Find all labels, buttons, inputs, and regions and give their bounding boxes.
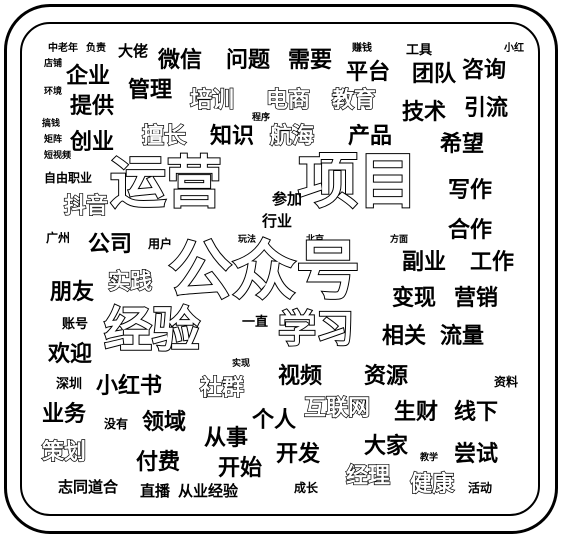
word: 副业 xyxy=(402,250,447,275)
word: 直播 xyxy=(140,482,171,500)
word: 搞钱 xyxy=(42,119,61,129)
word: 程序 xyxy=(252,113,271,123)
word: 技术 xyxy=(402,100,447,125)
word: 深圳 xyxy=(56,377,83,392)
word: 实现 xyxy=(232,359,251,369)
word: 公司 xyxy=(88,232,133,257)
word: 店铺 xyxy=(44,59,63,69)
word: 尝试 xyxy=(454,442,499,467)
word: 线下 xyxy=(454,400,499,425)
word: 朋友 xyxy=(50,280,95,305)
word: 小红书 xyxy=(96,374,163,399)
word: 学习 xyxy=(277,307,355,351)
word: 电商 xyxy=(265,88,311,113)
word: 写作 xyxy=(448,178,493,203)
word: 航海 xyxy=(269,124,315,149)
word: 短视频 xyxy=(44,151,72,161)
word: 领域 xyxy=(142,410,187,435)
word: 提供 xyxy=(70,94,115,119)
word: 运营 xyxy=(109,151,223,216)
word: 活动 xyxy=(468,481,493,495)
word: 平台 xyxy=(346,60,391,85)
word: 创业 xyxy=(70,130,115,155)
word: 管理 xyxy=(128,78,173,103)
word: 教学 xyxy=(420,453,439,463)
word: 问题 xyxy=(226,48,271,73)
word: 广州 xyxy=(46,231,71,245)
word: 小红 xyxy=(504,43,524,54)
word: 账号 xyxy=(62,317,89,332)
word: 中老年 xyxy=(48,43,78,54)
word: 知识 xyxy=(210,124,255,149)
word: 业务 xyxy=(42,402,87,427)
word: 参加 xyxy=(272,190,303,208)
word: 擅长 xyxy=(141,124,187,149)
word: 合作 xyxy=(448,218,493,243)
word: 个人 xyxy=(252,408,297,433)
word: 策划 xyxy=(41,440,87,465)
word: 生财 xyxy=(394,400,439,425)
word: 矩阵 xyxy=(44,135,63,145)
word: 从事 xyxy=(204,426,249,451)
word: 大佬 xyxy=(118,42,149,60)
word: 行业 xyxy=(262,212,293,230)
word: 抖音 xyxy=(63,194,109,219)
word: 变现 xyxy=(392,286,437,311)
word: 资源 xyxy=(364,364,409,389)
word: 付费 xyxy=(136,450,181,475)
word: 一直 xyxy=(242,315,269,330)
word: 互联网 xyxy=(303,396,371,421)
word: 经理 xyxy=(345,464,391,489)
word: 资料 xyxy=(494,375,519,389)
word: 引流 xyxy=(464,96,509,121)
word: 从业经验 xyxy=(178,482,239,500)
word: 产品 xyxy=(348,124,393,149)
word: 公众号 xyxy=(167,235,361,309)
word: 赚钱 xyxy=(352,43,372,54)
word: 欢迎 xyxy=(48,342,93,367)
word: 需要 xyxy=(288,48,333,73)
word: 工作 xyxy=(470,250,515,275)
word: 开发 xyxy=(276,442,321,467)
word: 实践 xyxy=(107,270,153,295)
word: 北京 xyxy=(306,235,325,245)
inner-frame xyxy=(20,22,540,516)
word: 成长 xyxy=(294,481,319,495)
word: 经验 xyxy=(103,302,201,358)
word: 自由职业 xyxy=(44,171,93,185)
word: 教育 xyxy=(331,88,377,113)
word: 开始 xyxy=(218,456,263,481)
word: 团队 xyxy=(412,62,457,87)
word: 希望 xyxy=(440,132,485,157)
word: 流量 xyxy=(440,324,485,349)
word: 社群 xyxy=(199,376,245,401)
word: 没有 xyxy=(104,417,129,431)
word: 用户 xyxy=(148,237,173,251)
word: 志同道合 xyxy=(58,478,119,496)
word: 项目 xyxy=(297,147,419,217)
word: 视频 xyxy=(278,364,323,389)
word: 微信 xyxy=(158,48,203,73)
word: 方面 xyxy=(390,235,409,245)
outer-frame xyxy=(4,4,558,534)
word: 环境 xyxy=(44,87,63,97)
word: 健康 xyxy=(409,472,455,497)
word: 培训 xyxy=(189,88,235,113)
word: 工具 xyxy=(406,43,433,58)
word: 大家 xyxy=(364,434,409,459)
word: 营销 xyxy=(454,286,499,311)
word: 相关 xyxy=(382,324,427,349)
word: 企业 xyxy=(66,64,111,89)
word: 负责 xyxy=(86,43,106,54)
word: 玩法 xyxy=(238,235,257,245)
word: 咨询 xyxy=(462,58,507,83)
